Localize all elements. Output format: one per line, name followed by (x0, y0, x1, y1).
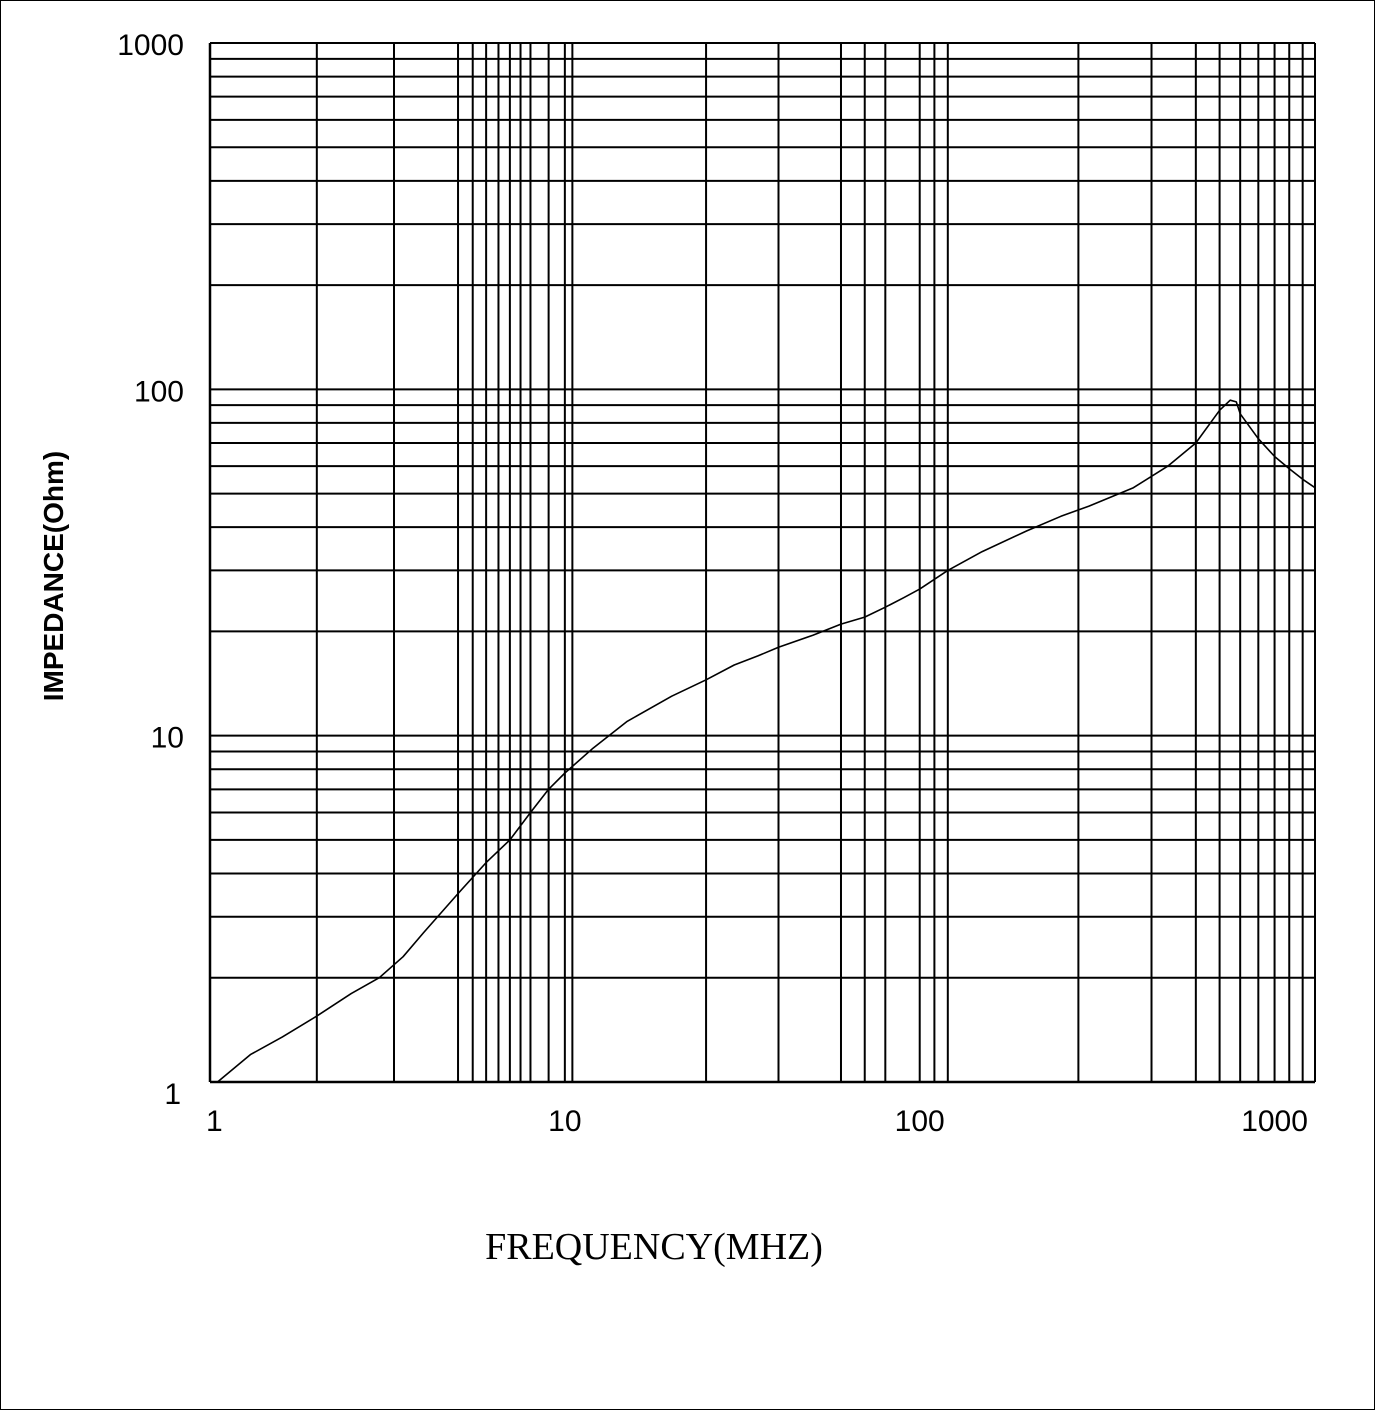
x-tick-label: 1000 (1241, 1105, 1308, 1138)
y-tick-label: 10 (151, 722, 184, 755)
x-tick-label: 1 (206, 1105, 223, 1138)
series-layer (216, 399, 1316, 1083)
x-tick-label: 100 (895, 1105, 945, 1138)
y-tick-label: 1000 (117, 29, 184, 62)
tick-label-layer: 1 10 100 1000 1 10 100 1000 (117, 29, 1308, 1138)
axes-layer (208, 43, 1315, 1084)
impedance-series-line (216, 399, 1316, 1083)
y-tick-label: 100 (134, 375, 184, 408)
grid-layer (209, 42, 1316, 1083)
x-tick-label: 10 (548, 1105, 581, 1138)
y-tick-label: 1 (164, 1078, 181, 1111)
x-axis-title: FREQUENCY(MHZ) (485, 1226, 823, 1268)
y-axis-title: IMPEDANCE(Ohm) (38, 451, 69, 701)
